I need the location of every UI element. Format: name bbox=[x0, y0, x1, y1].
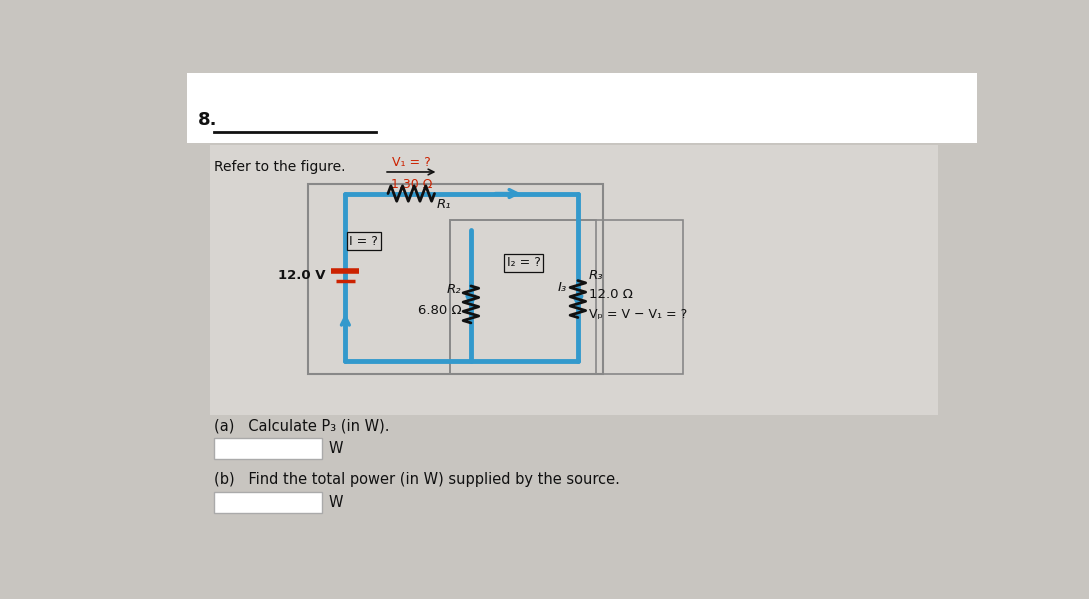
Text: Refer to the figure.: Refer to the figure. bbox=[213, 161, 345, 174]
Text: R₂: R₂ bbox=[446, 283, 462, 295]
Text: R₁: R₁ bbox=[437, 198, 452, 211]
Bar bbox=[213, 438, 322, 459]
Bar bbox=[186, 74, 977, 143]
Bar bbox=[450, 220, 596, 374]
Text: 12.0 Ω: 12.0 Ω bbox=[589, 288, 633, 301]
Text: Vₚ = V − V₁ = ?: Vₚ = V − V₁ = ? bbox=[589, 308, 687, 321]
Text: V₁ = ?: V₁ = ? bbox=[392, 156, 430, 170]
Text: R₃: R₃ bbox=[589, 270, 603, 283]
Text: (b)   Find the total power (in W) supplied by the source.: (b) Find the total power (in W) supplied… bbox=[213, 472, 620, 487]
Text: W: W bbox=[328, 495, 343, 510]
Text: 12.0 V: 12.0 V bbox=[279, 270, 326, 283]
Bar bbox=[308, 183, 602, 374]
Text: (a)   Calculate P₃ (in W).: (a) Calculate P₃ (in W). bbox=[213, 418, 389, 434]
Text: I = ?: I = ? bbox=[350, 235, 378, 248]
Bar bbox=[450, 220, 683, 374]
Text: 8.: 8. bbox=[198, 111, 218, 129]
Text: 6.80 Ω: 6.80 Ω bbox=[418, 304, 462, 317]
Text: 1.30 Ω: 1.30 Ω bbox=[391, 178, 432, 191]
Bar bbox=[213, 492, 322, 513]
Bar bbox=[210, 145, 939, 415]
Text: I₃: I₃ bbox=[558, 281, 567, 294]
Text: I₂ = ?: I₂ = ? bbox=[506, 256, 540, 270]
Text: W: W bbox=[328, 441, 343, 456]
